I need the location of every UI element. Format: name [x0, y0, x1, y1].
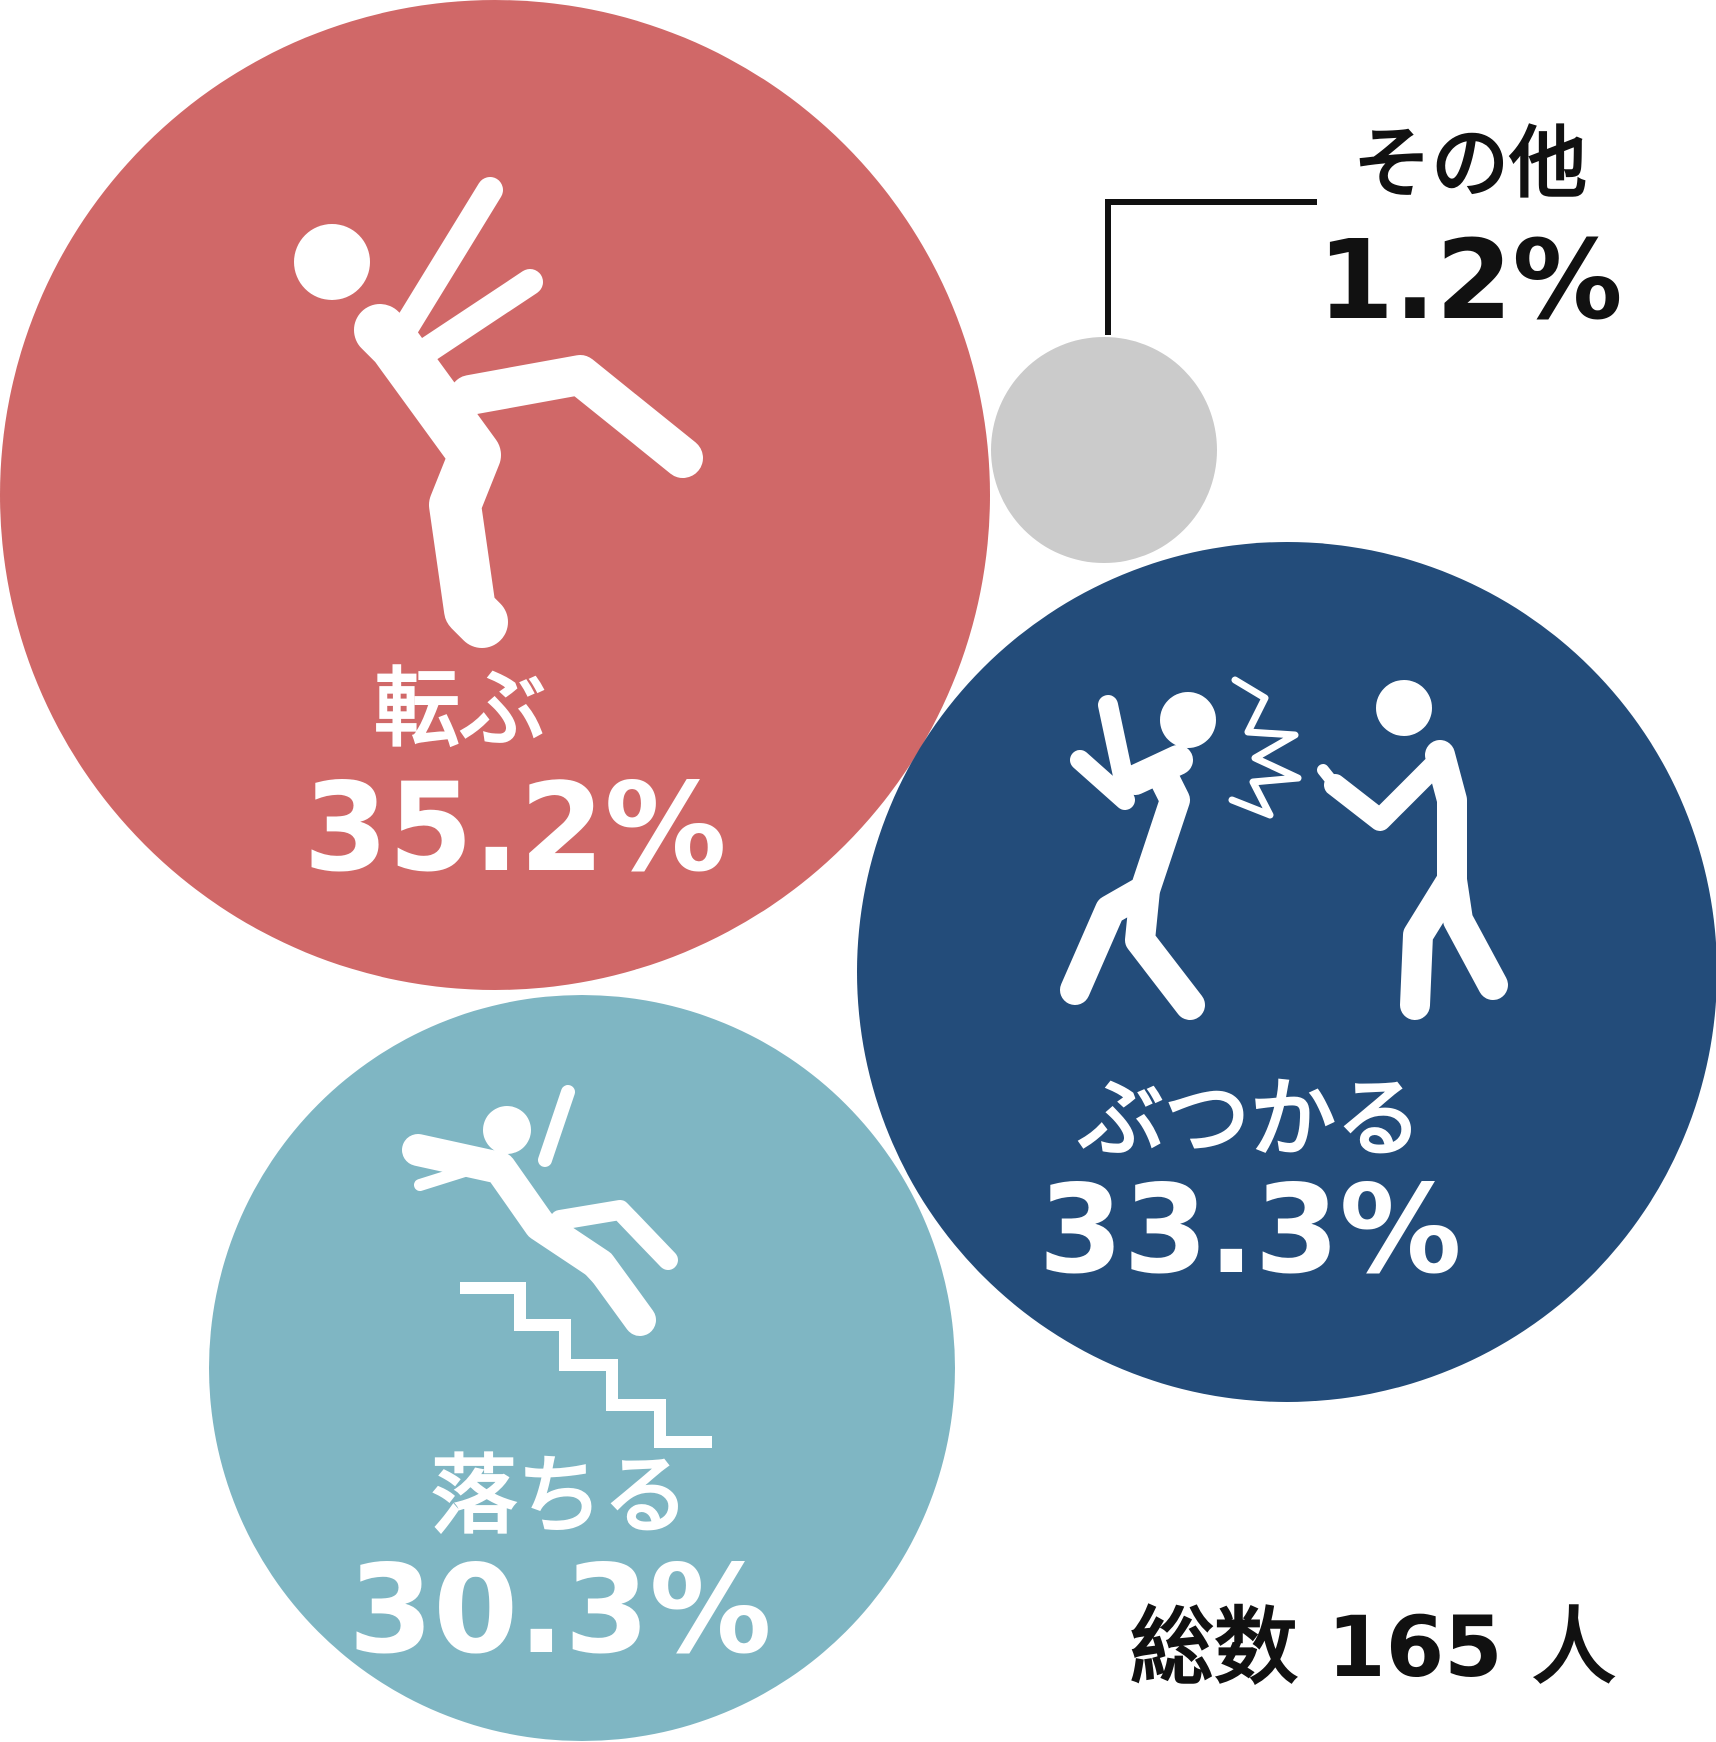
total-count: 総数 165 人	[1130, 1598, 1616, 1696]
bubble-sonota	[991, 337, 1217, 563]
label-korobu: 転ぶ	[374, 659, 546, 759]
value-sonota: 1.2%	[1317, 216, 1622, 344]
leader-line-sonota	[1105, 199, 1317, 335]
value-ochiru: 30.3%	[348, 1539, 771, 1681]
value-butsukaru: 33.3%	[1038, 1159, 1461, 1301]
label-butsukaru: ぶつかる	[1077, 1069, 1422, 1169]
label-sonota: その他	[1353, 119, 1587, 209]
label-ochiru: 落ちる	[431, 1446, 689, 1546]
falling-person-icon	[294, 177, 703, 648]
bubble-korobu	[0, 0, 990, 990]
collision-persons-icon	[1060, 676, 1508, 1020]
falling-stairs-icon	[402, 1085, 712, 1448]
value-korobu: 35.2%	[303, 757, 726, 899]
